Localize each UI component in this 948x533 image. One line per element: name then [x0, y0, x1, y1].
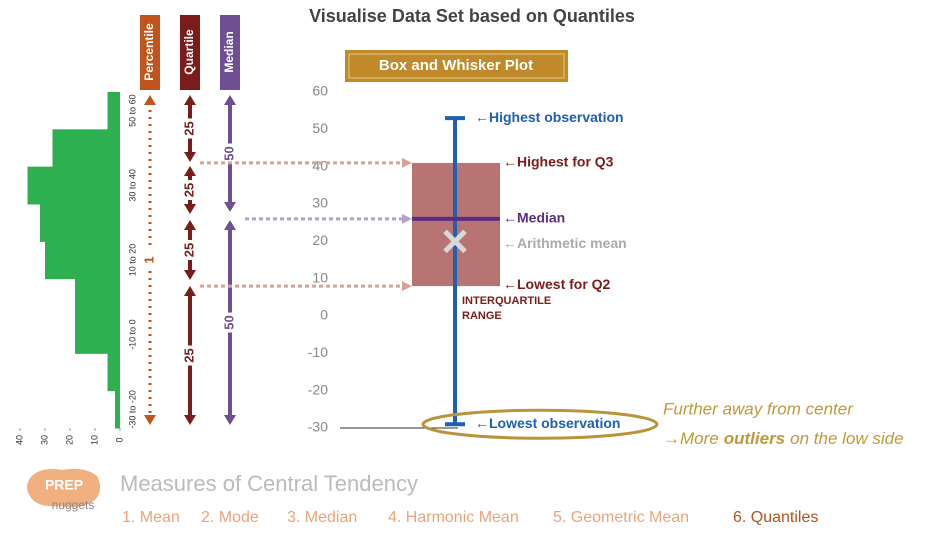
y-tick-label: -20	[308, 381, 328, 397]
bin-label: -10 to 0	[127, 319, 137, 350]
scale-header: Median	[222, 31, 236, 72]
annotation: ←Median	[503, 210, 565, 226]
histogram-bar	[27, 166, 120, 205]
scale-label: 25	[181, 121, 196, 135]
histogram-bar	[52, 129, 120, 168]
nav-item[interactable]: 5. Geometric Mean	[553, 509, 689, 526]
annotation: ←Lowest observation	[475, 415, 620, 431]
note-part: on the low side	[790, 429, 903, 448]
title: Visualise Data Set based on Quantiles	[309, 6, 635, 26]
nav-item[interactable]: 6. Quantiles	[733, 509, 818, 526]
histogram-bar	[40, 204, 120, 242]
scale-header-bg	[180, 15, 200, 90]
mean-marker	[443, 229, 467, 254]
label-bg	[182, 118, 198, 139]
histogram-bar	[107, 92, 120, 130]
annotation: INTERQUARTILE	[462, 295, 551, 307]
annotation: ←Arithmetic mean	[503, 235, 627, 251]
annotation: RANGE	[462, 310, 502, 322]
scale-label: 25	[181, 183, 196, 197]
nav-item[interactable]: 2. Mode	[201, 509, 259, 526]
arrow-head	[144, 95, 156, 105]
arrow-head	[184, 166, 196, 176]
label-bg	[182, 240, 198, 260]
scale-label: 25	[181, 348, 196, 362]
nav-item[interactable]: 4. Harmonic Mean	[388, 509, 519, 526]
bin-label: 30 to 40	[127, 169, 137, 202]
x-tick-label: 20	[64, 435, 74, 445]
highlight-ellipse	[421, 408, 659, 440]
footer-heading: Measures of Central Tendency	[120, 471, 418, 496]
logo-text: PREP	[45, 477, 83, 493]
button-bg	[345, 50, 568, 82]
histogram-bar	[115, 390, 120, 429]
note-part: →More	[663, 429, 719, 448]
arrow-head	[184, 270, 196, 280]
nav-item[interactable]: 3. Median	[287, 509, 357, 526]
nav-item[interactable]: 1. Mean	[122, 509, 180, 526]
arrow-head	[184, 220, 196, 230]
note-line: Further away from center	[663, 399, 854, 418]
label-bg	[182, 345, 198, 366]
scale-label: 25	[181, 243, 196, 257]
scale-label: 50	[221, 315, 236, 329]
arrow-head	[184, 204, 196, 214]
label-bg	[222, 312, 238, 333]
annotation: ←Highest for Q3	[503, 154, 614, 170]
y-tick-label: 30	[312, 195, 328, 211]
scale-header: Quartile	[182, 29, 196, 75]
annotation: ←Lowest for Q2	[503, 276, 611, 292]
histogram-bar	[75, 316, 120, 354]
arrow-head	[224, 220, 236, 230]
note-part: outliers	[724, 429, 785, 448]
arrow-head	[224, 95, 236, 105]
bin-label: -30 to -20	[127, 390, 137, 429]
scale-header-bg	[140, 15, 160, 90]
histogram-bar	[107, 353, 120, 392]
y-tick-label: 20	[312, 232, 328, 248]
logo-blob	[27, 468, 101, 508]
guide-head	[402, 213, 412, 224]
label-bg	[222, 143, 238, 164]
x-tick-label: 0	[114, 437, 124, 442]
x-tick-label: 30	[39, 435, 49, 445]
x-tick-label: 40	[14, 435, 24, 445]
x-tick-label: 10	[89, 435, 99, 445]
scale-label: 1	[141, 256, 156, 263]
y-tick-label: 60	[312, 83, 328, 99]
y-tick-label: 0	[320, 307, 328, 323]
y-tick-label: 10	[312, 269, 328, 285]
guide-head	[402, 157, 412, 168]
label-bg	[142, 250, 158, 270]
label-bg	[182, 180, 198, 200]
y-tick-label: 40	[312, 157, 328, 173]
arrow-head	[224, 202, 236, 212]
y-tick-label: -10	[308, 344, 328, 360]
scale-header-bg	[220, 15, 240, 90]
arrow-head	[224, 415, 236, 425]
y-tick-label: -30	[308, 419, 328, 435]
arrow-head	[184, 152, 196, 162]
arrow-head	[144, 415, 156, 425]
arrow-head	[184, 415, 196, 425]
scale-label: 50	[221, 146, 236, 160]
histogram-bar	[45, 241, 120, 280]
scale-header: Percentile	[142, 23, 156, 81]
logo-subtext: nuggets	[52, 498, 95, 512]
guide-head	[402, 281, 412, 292]
button-label: Box and Whisker Plot	[379, 57, 533, 74]
bin-label: 50 to 60	[127, 94, 137, 127]
note-line: →More outliers on the low side	[663, 429, 904, 448]
annotation: ←Highest observation	[475, 109, 624, 125]
arrow-head	[184, 286, 196, 296]
y-tick-label: 50	[312, 120, 328, 136]
histogram-bar	[75, 278, 120, 317]
button-border	[348, 53, 565, 79]
arrow-head	[184, 95, 196, 105]
bin-label: 10 to 20	[127, 244, 137, 277]
